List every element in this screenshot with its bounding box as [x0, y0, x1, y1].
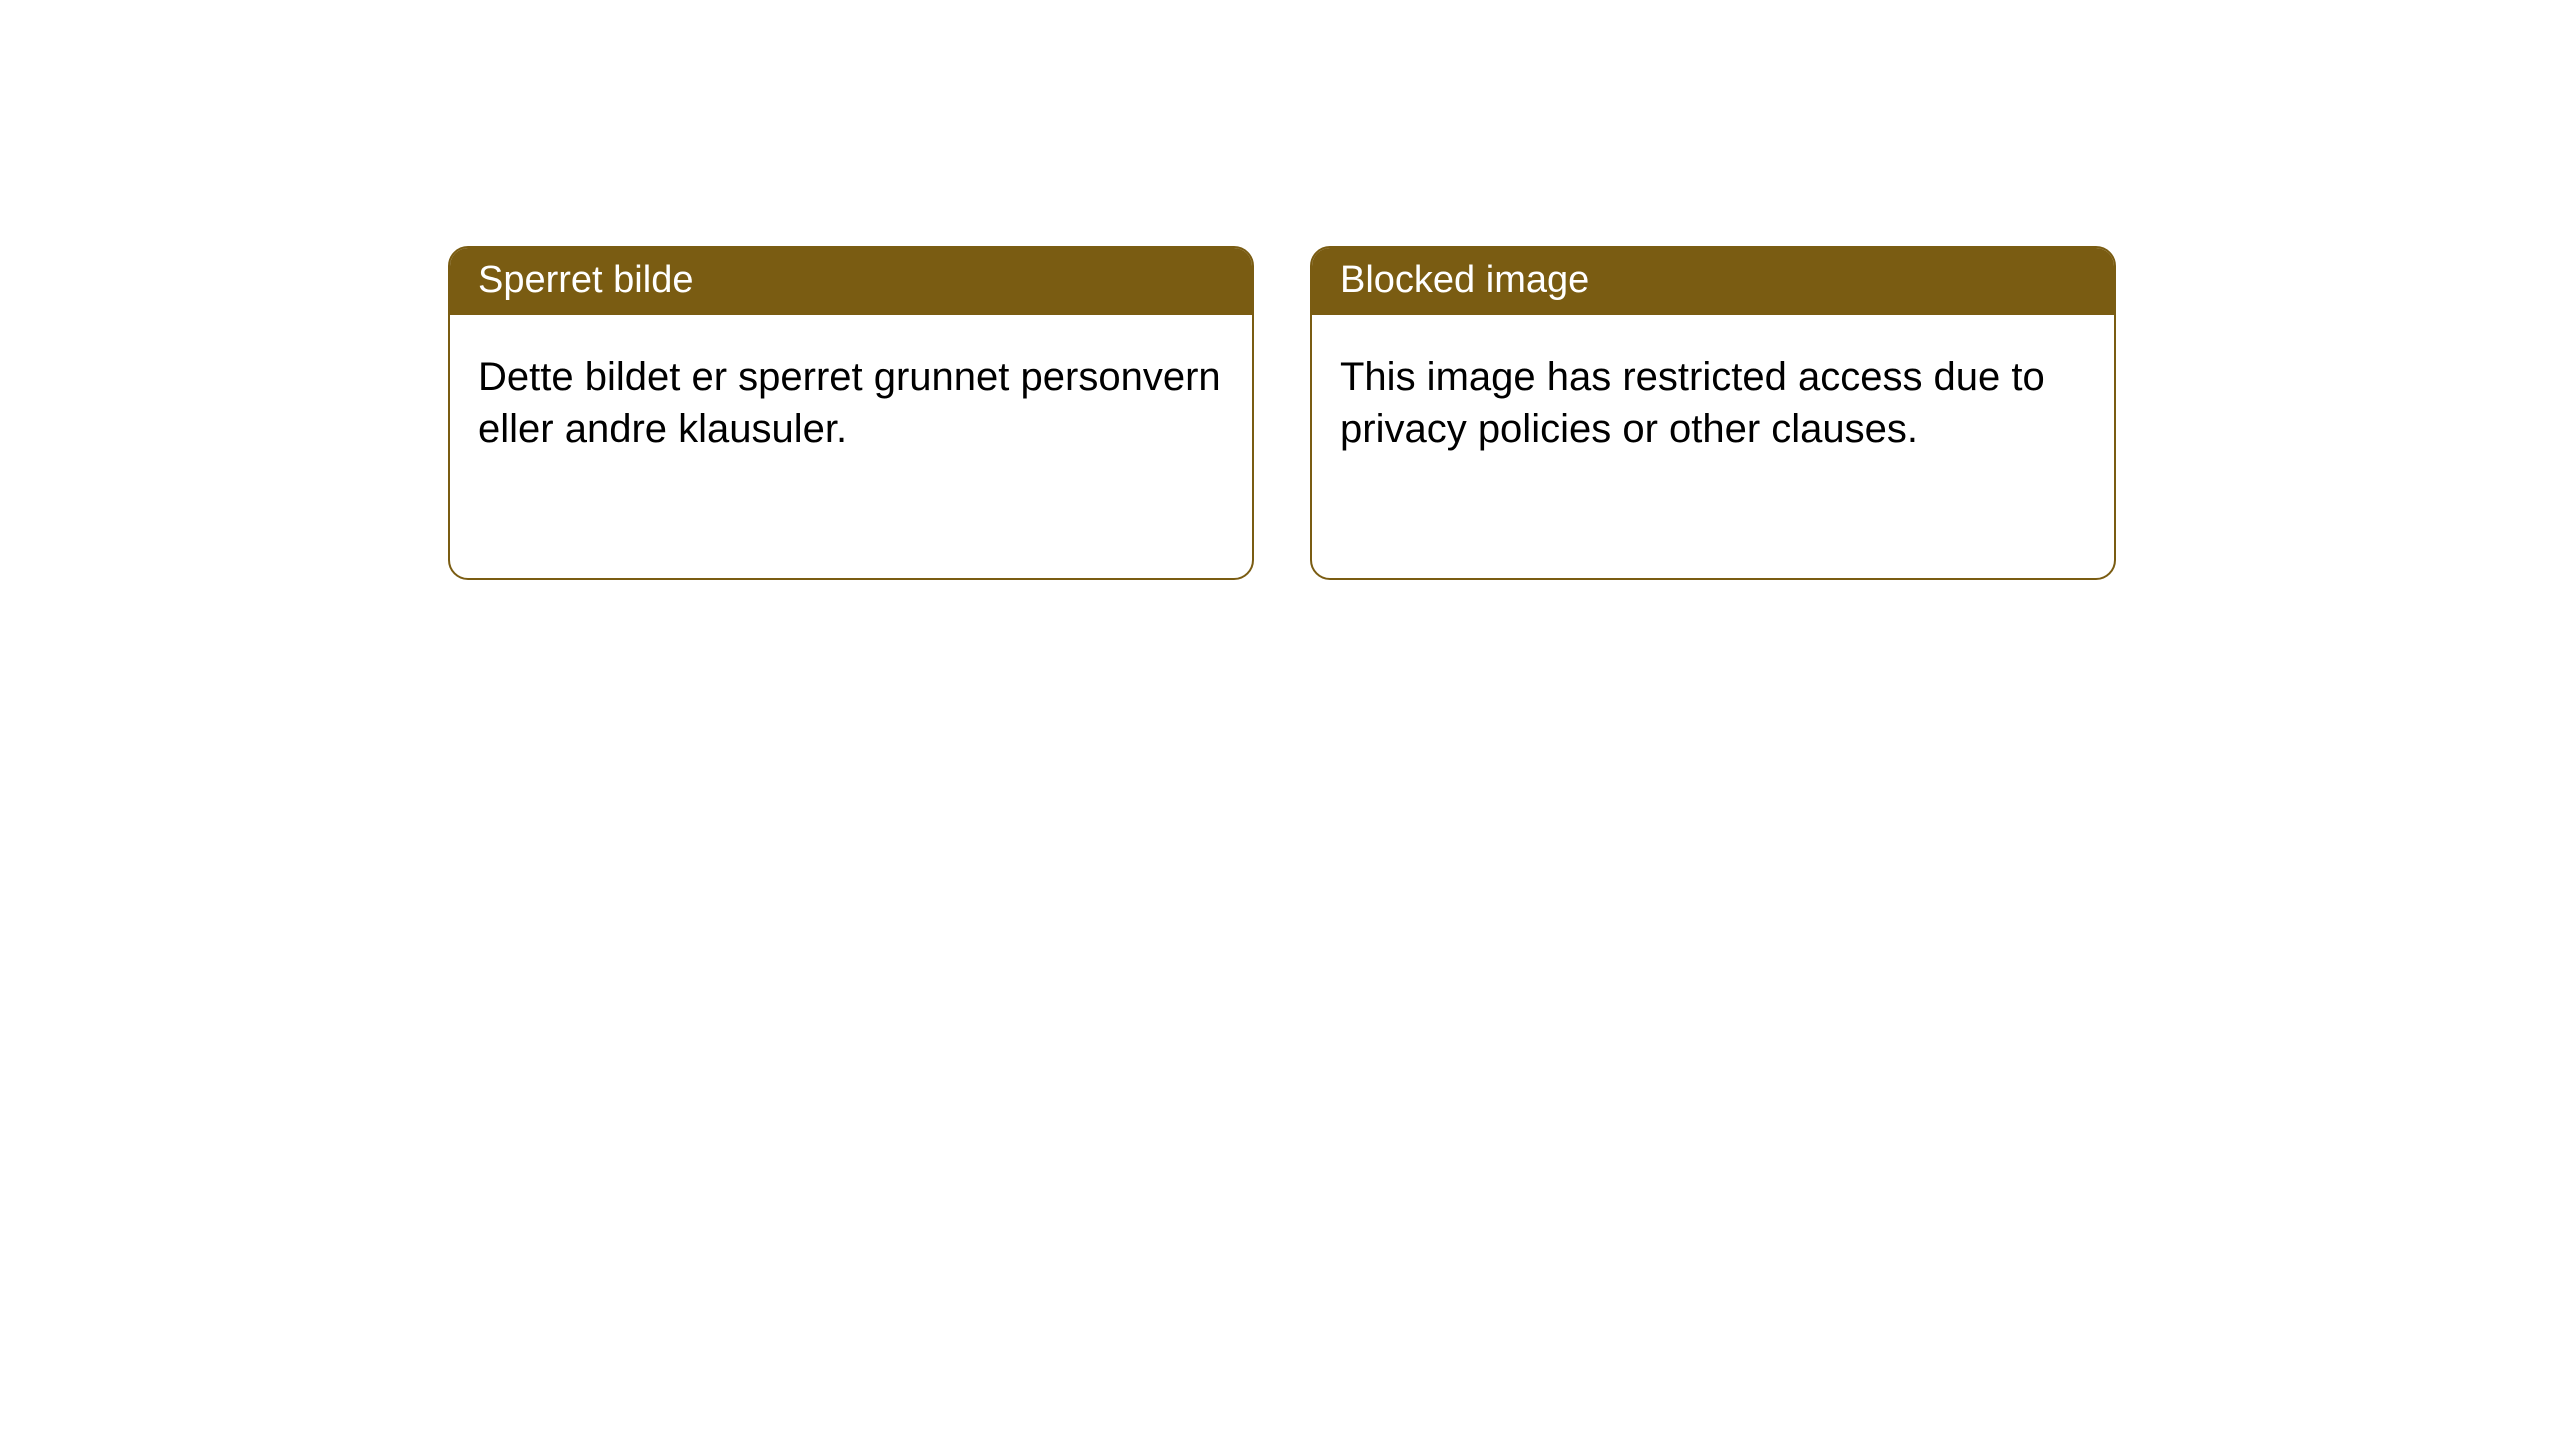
- card-header-english: Blocked image: [1312, 248, 2114, 315]
- notice-card-norwegian: Sperret bilde Dette bildet er sperret gr…: [448, 246, 1254, 580]
- notice-card-english: Blocked image This image has restricted …: [1310, 246, 2116, 580]
- notice-container: Sperret bilde Dette bildet er sperret gr…: [0, 0, 2560, 580]
- card-header-norwegian: Sperret bilde: [450, 248, 1252, 315]
- card-body-norwegian: Dette bildet er sperret grunnet personve…: [450, 315, 1252, 483]
- card-body-english: This image has restricted access due to …: [1312, 315, 2114, 483]
